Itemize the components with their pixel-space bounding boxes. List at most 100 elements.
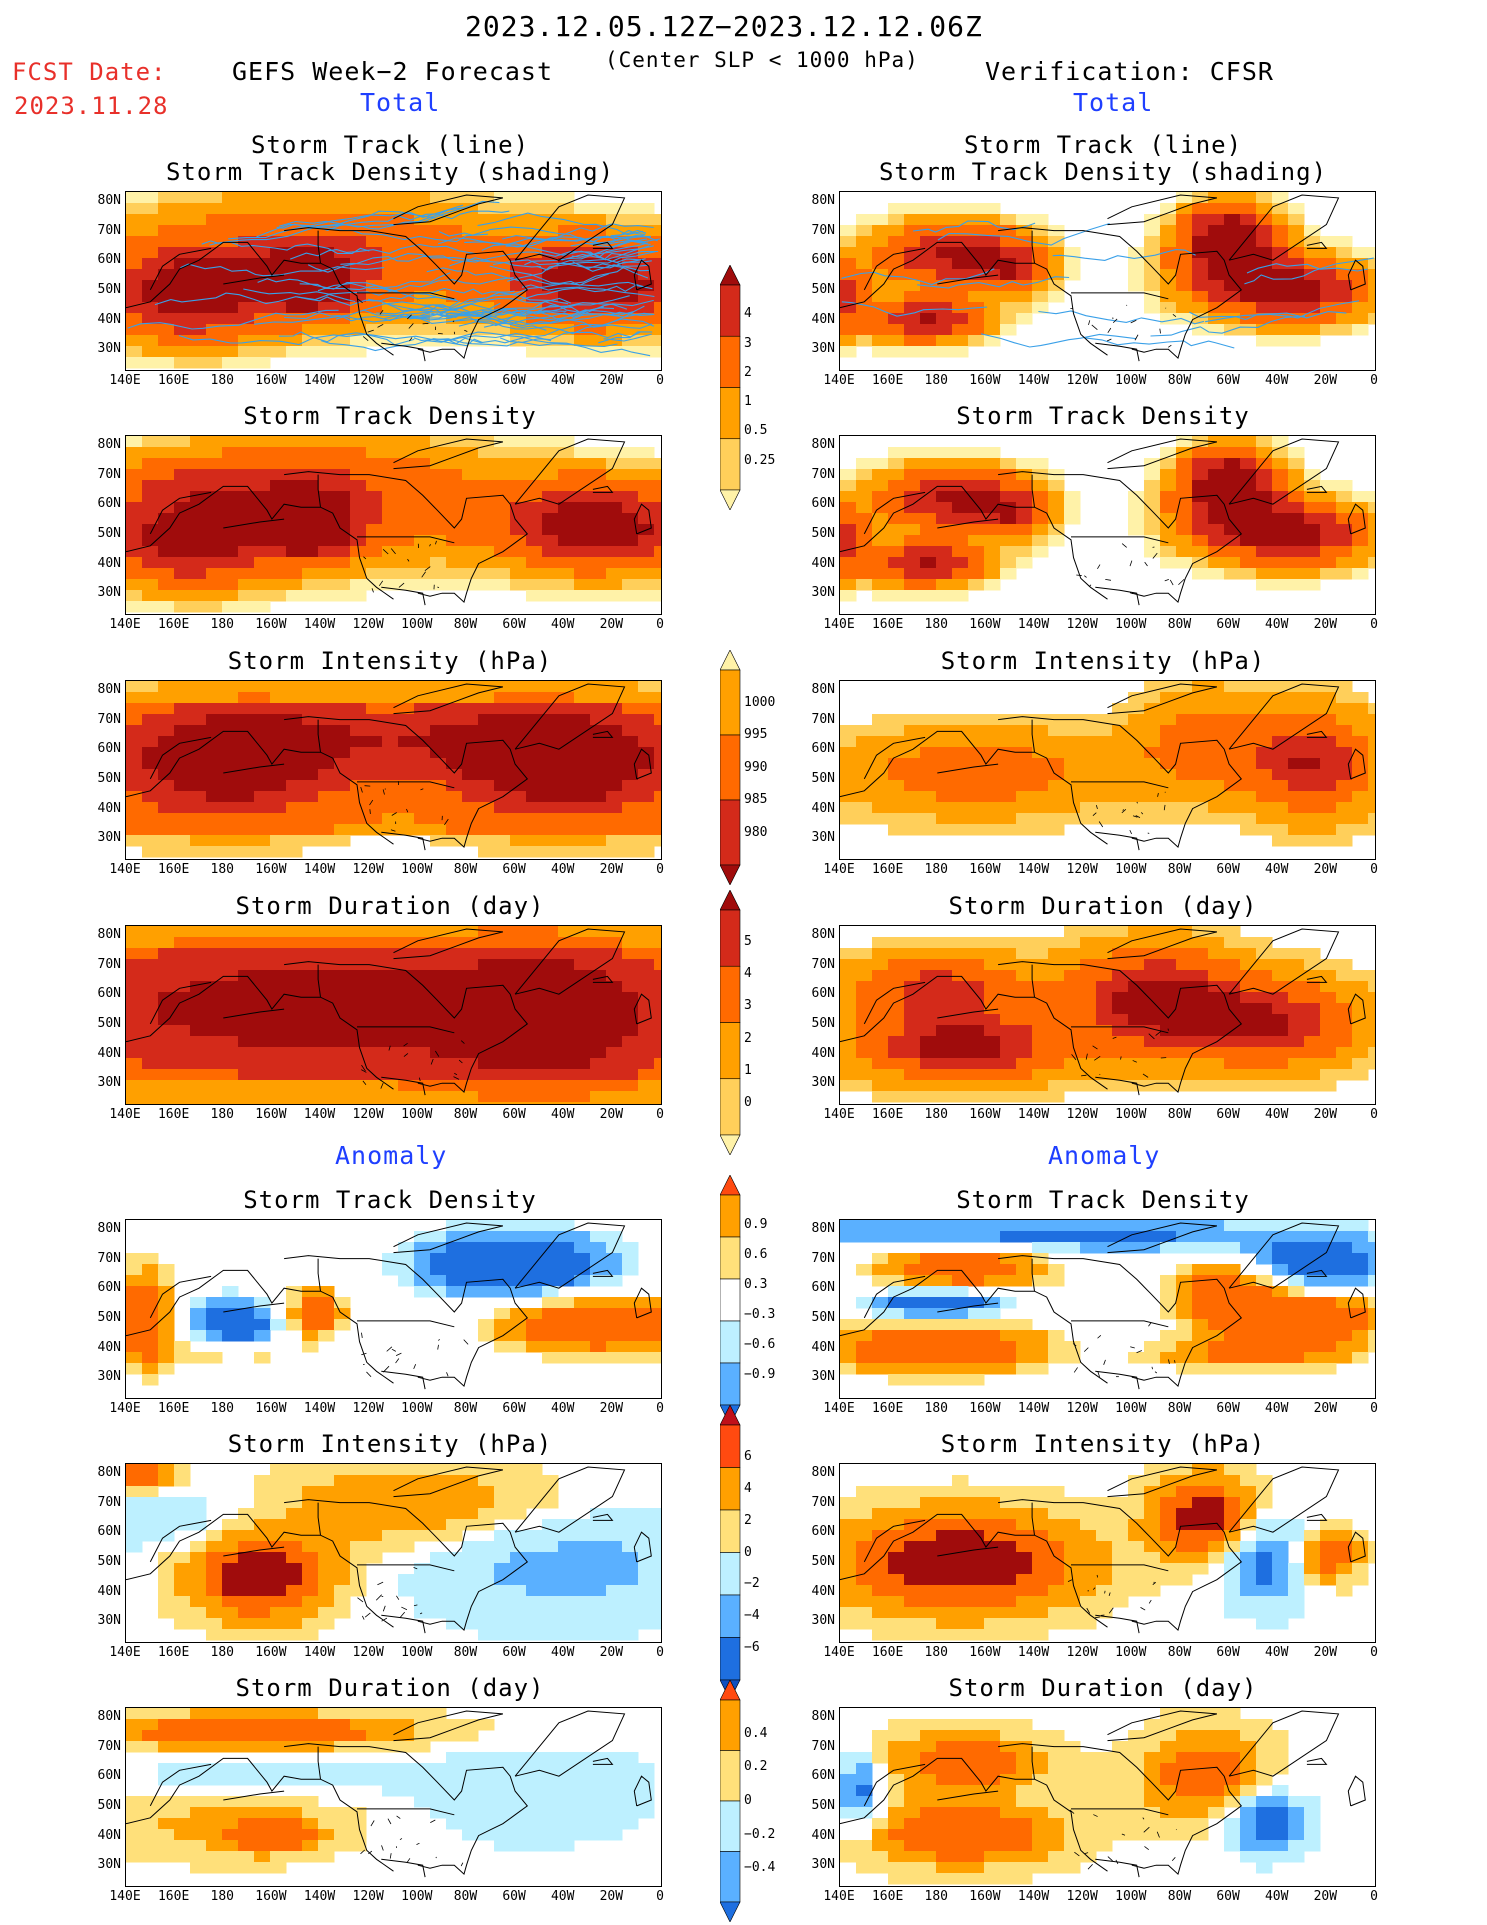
map-cell	[606, 557, 623, 569]
map-cell	[1304, 692, 1321, 704]
map-cell	[590, 568, 607, 580]
map-cell	[622, 1796, 639, 1808]
state-border	[366, 1371, 372, 1378]
map-cell	[558, 192, 575, 204]
map-cell	[856, 335, 873, 347]
state-border	[396, 1595, 400, 1600]
map-cell	[222, 502, 239, 514]
coastline	[149, 247, 212, 291]
map-cell	[350, 1552, 367, 1564]
map-cell	[1304, 791, 1321, 803]
map-cell	[446, 480, 463, 492]
map-cell	[558, 1763, 575, 1775]
map-cell	[542, 236, 559, 248]
map-cell	[968, 258, 985, 270]
map-cell	[254, 247, 271, 259]
map-cell	[366, 546, 383, 558]
map-cell	[510, 269, 527, 281]
map-cell	[190, 813, 207, 825]
map-cell	[1288, 791, 1305, 803]
map-cell	[478, 324, 495, 336]
map-cell	[414, 692, 431, 704]
map-cell	[888, 1025, 905, 1037]
map-cell	[1224, 447, 1241, 459]
map-cell	[462, 1242, 479, 1254]
map-cell	[638, 835, 655, 847]
map-cell	[590, 1319, 607, 1331]
map-cell	[856, 791, 873, 803]
map-cell	[350, 769, 367, 781]
map-cell	[1208, 736, 1225, 748]
map-cell	[190, 1552, 207, 1564]
map-cell	[1240, 447, 1257, 459]
map-cell	[398, 1264, 415, 1276]
map-cell	[526, 1464, 543, 1476]
map-cell	[1272, 324, 1289, 336]
state-border	[396, 1815, 401, 1819]
map-cell	[366, 736, 383, 748]
map-cell	[1080, 725, 1097, 737]
map-cell	[366, 1774, 383, 1786]
map-cell	[920, 346, 937, 358]
map-cell	[936, 1025, 953, 1037]
map-cell	[174, 557, 191, 569]
map-cell	[606, 491, 623, 503]
map-cell	[654, 780, 661, 792]
map-cell	[382, 280, 399, 292]
map-cell	[462, 926, 479, 938]
country-border	[381, 1370, 426, 1390]
map-cell	[1368, 291, 1375, 303]
map-cell	[142, 725, 159, 737]
map-cell	[606, 1231, 623, 1243]
map-cell	[1016, 769, 1033, 781]
map-cell	[638, 948, 655, 960]
map-cell	[1128, 280, 1145, 292]
map-cell	[1128, 736, 1145, 748]
map-cell	[478, 502, 495, 514]
map-cell	[142, 1308, 159, 1320]
map-cell	[952, 458, 969, 470]
map-cell	[366, 926, 383, 938]
map-cell	[1272, 1036, 1289, 1048]
map-cell	[904, 959, 921, 971]
map-cell	[430, 1286, 447, 1298]
map-cell	[1128, 992, 1145, 1004]
map-cell	[254, 1475, 271, 1487]
map-cell	[872, 324, 889, 336]
map-cell	[1304, 302, 1321, 314]
map-cell	[286, 736, 303, 748]
storm-track-line	[980, 333, 1137, 348]
map-cell	[1112, 948, 1129, 960]
map-cell	[1160, 1047, 1177, 1059]
map-cell	[206, 813, 223, 825]
map-cell	[1368, 524, 1375, 536]
map-cell	[462, 568, 479, 580]
map-cell	[952, 502, 969, 514]
map-cell	[1288, 324, 1305, 336]
map-cell	[606, 1102, 623, 1104]
map-cell	[1288, 269, 1305, 281]
map-cell	[638, 1585, 655, 1597]
map-cell	[350, 236, 367, 248]
map-cell	[494, 970, 511, 982]
map-cell	[1032, 1069, 1049, 1081]
map-cell	[206, 502, 223, 514]
map-cell	[1352, 557, 1369, 569]
coastline	[1306, 485, 1328, 493]
map-cell	[888, 981, 905, 993]
map-cell	[1320, 236, 1337, 248]
map-cell	[558, 1752, 575, 1764]
map-cell	[254, 802, 271, 814]
map-cell	[478, 1091, 495, 1103]
map-cell	[238, 1319, 255, 1331]
map-cell	[510, 280, 527, 292]
map-cell	[126, 458, 143, 470]
map-cell	[622, 1058, 639, 1070]
map-cell	[142, 535, 159, 547]
map-cell	[968, 458, 985, 470]
state-border	[418, 1077, 421, 1082]
map-cell	[1272, 225, 1289, 237]
map-cell	[1112, 714, 1129, 726]
map-cell	[302, 324, 319, 336]
state-border	[458, 1059, 463, 1064]
